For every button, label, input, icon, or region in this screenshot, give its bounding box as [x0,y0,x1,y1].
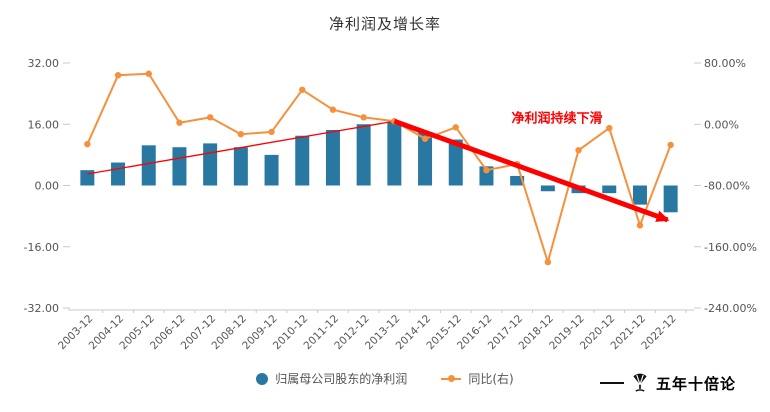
trend-arrow-falling [393,118,670,223]
yoy-point-2007-12 [206,114,214,121]
yoy-point-2021-12 [636,222,644,229]
line-series-swatch [441,375,462,382]
left-axis-label: 0.00 [35,180,60,193]
yoy-point-2004-12 [114,72,122,79]
chart-legend: 归属母公司股东的净利润 同比(右) [0,370,770,387]
left-axis-label: -32.00 [24,302,59,315]
wechat-official-account-icon [633,373,647,392]
yoy-point-2020-12 [606,124,613,132]
yoy-point-2019-12 [575,147,582,154]
left-axis-label: -16.00 [24,241,59,254]
right-axis-label: -240.00% [704,302,757,315]
watermark-dash [599,382,624,384]
right-axis-label: 0.00% [704,118,739,131]
yoy-point-2016-12 [483,166,490,174]
yoy-point-2008-12 [237,131,245,138]
bar-2018-12 [540,185,555,192]
legend-label-yoy: 同比(右) [468,372,514,386]
yoy-point-2022-12 [667,141,674,149]
bar-2009-12 [264,154,279,186]
line-series-swatch-dot [447,375,455,382]
yoy-point-2005-12 [145,70,152,77]
yoy-point-2003-12 [84,140,91,148]
bar-2011-12 [325,129,340,186]
annotation-text: 净利润持续下滑 [512,110,603,126]
legend-label-net-profit: 归属母公司股东的净利润 [275,372,408,386]
right-axis-label: -160.00% [704,241,757,254]
watermark-text: 五年十倍论 [655,374,736,393]
yoy-point-2018-12 [544,258,552,266]
bar-2017-12 [510,175,525,186]
yoy-point-2009-12 [268,128,275,136]
bar-2015-12 [448,139,463,186]
yoy-point-2014-12 [421,135,429,142]
yoy-point-2010-12 [299,86,306,93]
bar-2010-12 [295,135,310,186]
right-axis-label: -80.00% [704,180,750,193]
yoy-point-2012-12 [360,114,367,121]
bar-2005-12 [141,145,156,186]
yoy-polyline [86,72,672,266]
bar-series-swatch [256,372,269,385]
bar-2003-12 [80,170,95,186]
right-axis-label: 80.00% [704,57,746,70]
yoy-point-2011-12 [329,106,337,113]
left-axis-label: 16.00 [28,118,60,131]
trend-line-rising [87,120,395,175]
bar-2022-12 [663,185,678,213]
bar-2021-12 [632,185,647,205]
bar-2013-12 [387,122,402,186]
legend-item-yoy: 同比(右) [441,370,514,387]
bar-2008-12 [233,147,248,186]
yoy-point-2006-12 [176,119,183,126]
bar-2014-12 [418,131,433,186]
bar-2007-12 [203,143,218,186]
bar-2006-12 [172,147,187,186]
watermark: 五年十倍论 [599,372,736,394]
chart-title: 净利润及增长率 [328,15,441,33]
left-axis-label: 32.00 [28,57,60,70]
net-profit-bars [80,122,678,213]
legend-item-net-profit: 归属母公司股东的净利润 [256,370,407,387]
bar-2016-12 [479,166,494,186]
bar-2012-12 [356,124,371,186]
bar-2020-12 [602,185,617,194]
bar-2004-12 [111,162,126,186]
yoy-point-2015-12 [452,124,459,131]
